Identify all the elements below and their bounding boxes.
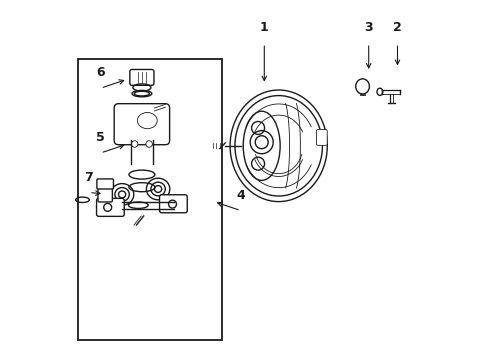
Text: 4: 4	[236, 189, 245, 202]
FancyBboxPatch shape	[130, 69, 154, 85]
Ellipse shape	[145, 141, 152, 147]
Ellipse shape	[243, 111, 280, 180]
Bar	[78, 59, 222, 340]
FancyBboxPatch shape	[114, 104, 169, 145]
FancyBboxPatch shape	[98, 186, 112, 202]
FancyBboxPatch shape	[316, 130, 326, 145]
Ellipse shape	[131, 141, 138, 147]
FancyBboxPatch shape	[97, 179, 113, 189]
Ellipse shape	[137, 112, 157, 129]
Text: 2: 2	[392, 21, 401, 34]
Text: 6: 6	[96, 66, 104, 79]
Text: 7: 7	[84, 171, 93, 184]
FancyBboxPatch shape	[159, 195, 187, 213]
Text: 5: 5	[96, 131, 104, 144]
FancyBboxPatch shape	[96, 198, 124, 216]
Text: 3: 3	[364, 21, 372, 34]
Text: 1: 1	[260, 21, 268, 34]
